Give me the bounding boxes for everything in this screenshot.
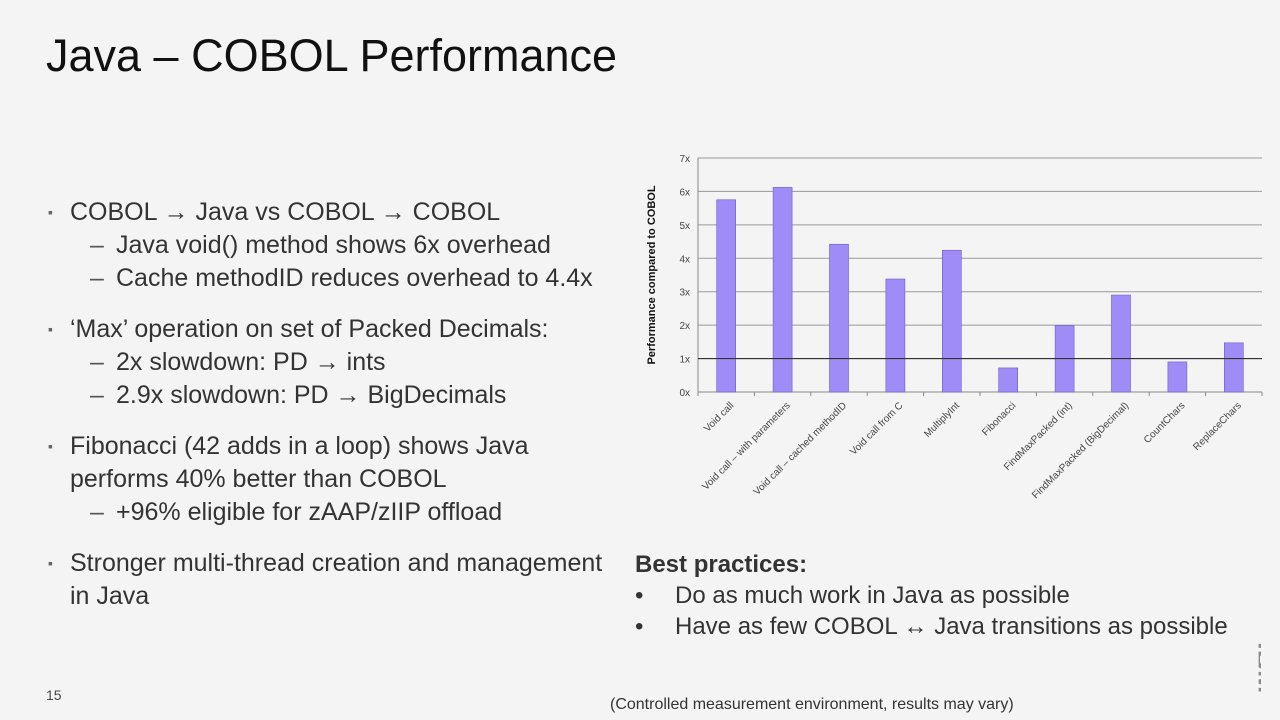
ibm-logo: IBM — [1251, 642, 1261, 693]
y-tick-label: 7x — [679, 154, 690, 165]
bar — [772, 187, 793, 393]
sub-bullet-item: –2.9x slowdown: PD → BigDecimals — [48, 379, 628, 412]
sub-bullet-text: 2x slowdown: PD → ints — [116, 348, 386, 376]
page-number: 15 — [46, 687, 62, 703]
bullet-marker: ▪ — [48, 204, 53, 220]
x-tick-label: Fibonacci — [980, 400, 1018, 438]
bar — [1224, 342, 1244, 393]
x-tick-label: ReplaceChars — [1191, 400, 1244, 453]
slide-title: Java – COBOL Performance — [46, 30, 618, 81]
x-tick-label: Void call from C — [848, 400, 905, 457]
x-tick-label: MultiplyInt — [922, 400, 962, 440]
sub-bullet-text: Cache methodID reduces overhead to 4.4x — [116, 264, 593, 292]
sub-bullet-item: – Cache methodID reduces overhead to 4.4x — [48, 262, 628, 295]
bar — [885, 278, 906, 393]
bar — [716, 199, 737, 393]
y-axis-label: Performance compared to COBOL — [646, 185, 658, 364]
bar — [829, 243, 849, 393]
x-tick-label: Void call – cached methodID — [752, 400, 849, 497]
x-tick-label: FindMaxPacked (BigDecimal) — [1030, 400, 1131, 501]
best-practices: Best practices: • Do as much work in Java… — [635, 549, 1255, 642]
y-tick-label: 1x — [679, 355, 690, 366]
y-tick-label: 5x — [679, 221, 690, 232]
bullet-text: COBOL → Java vs COBOL → COBOL — [70, 198, 501, 226]
best-practices-heading: Best practices: — [635, 551, 808, 578]
svg-text:IBM: IBM — [1251, 642, 1261, 693]
y-tick-label: 0x — [679, 388, 690, 399]
y-tick-label: 4x — [679, 254, 690, 265]
bullet-item: ▪ Stronger multi-thread creation and mana… — [48, 547, 628, 613]
bar — [998, 367, 1019, 393]
best-practice-text: Do as much work in Java as possible — [675, 582, 1070, 609]
bullet-text: ‘Max’ operation on set of Packed Decimal… — [70, 315, 549, 343]
bullet-text: Fibonacci (42 adds in a loop) shows Java… — [70, 432, 529, 493]
bullet-item: ▪ Fibonacci (42 adds in a loop) shows Jav… — [48, 430, 628, 496]
bullet-marker: ▪ — [48, 555, 53, 571]
footnote: (Controlled measurement environment, res… — [610, 696, 1014, 713]
sub-bullet-item: – +96% eligible for zAAP/zIIP offload — [48, 496, 628, 529]
bullet-text: Stronger multi-thread creation and manag… — [70, 549, 603, 610]
sub-bullet-text: +96% eligible for zAAP/zIIP offload — [116, 498, 503, 526]
bullet-item: ▪ COBOL → Java vs COBOL → COBOL — [48, 196, 628, 229]
best-practice-item: • Do as much work in Java as possible — [635, 580, 1255, 611]
best-practice-item: • Have as few COBOL ↔ Java transitions as… — [635, 611, 1255, 642]
bar — [941, 249, 962, 393]
bar — [1167, 361, 1188, 393]
bullet-marker: ▪ — [48, 321, 53, 337]
y-tick-label: 6x — [679, 187, 690, 198]
sub-bullet-text: Java void() method shows 6x overhead — [116, 231, 551, 259]
best-practice-text: Have as few COBOL ↔ Java transitions as … — [675, 613, 1228, 640]
y-tick-label: 3x — [679, 288, 690, 299]
bullet-list: ▪ COBOL → Java vs COBOL → COBOL – Java void… — [48, 196, 628, 613]
x-tick-label: CountChars — [1142, 400, 1188, 446]
y-tick-label: 2x — [679, 321, 690, 332]
x-tick-label: Void call — [702, 400, 736, 434]
sub-bullet-text: 2.9x slowdown: PD → BigDecimals — [116, 381, 507, 409]
bar — [1111, 294, 1131, 393]
bullet-marker: ▪ — [48, 438, 53, 454]
sub-bullet-item: –2x slowdown: PD → ints — [48, 346, 628, 379]
sub-bullet-item: – Java void() method shows 6x overhead — [48, 229, 628, 262]
bullet-item: ▪ ‘Max’ operation on set of Packed Decima… — [48, 313, 628, 346]
